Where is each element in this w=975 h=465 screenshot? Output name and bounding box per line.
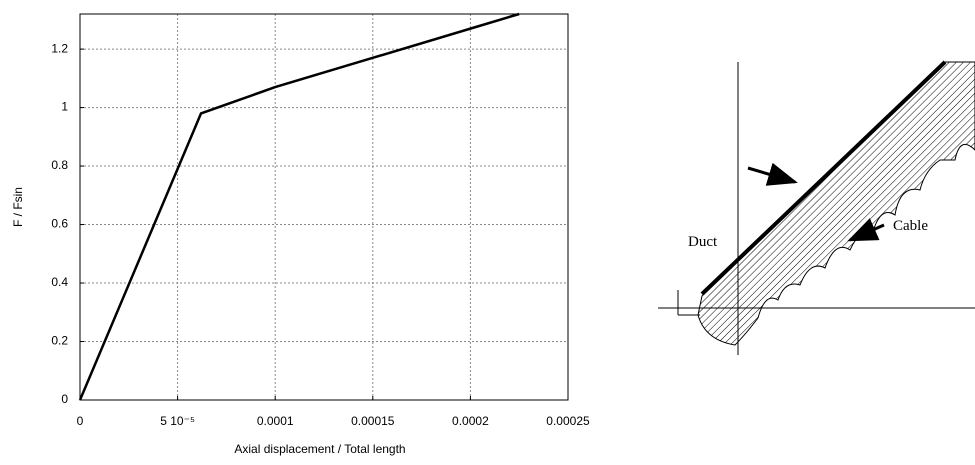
x-tick-label: 0 bbox=[77, 414, 84, 428]
diagram: Duct Cable bbox=[658, 60, 975, 355]
y-axis-label: F / Fsin bbox=[11, 187, 25, 227]
y-tick-label: 0.4 bbox=[51, 275, 68, 289]
duct-label: Duct bbox=[688, 234, 718, 250]
y-tick-label: 0 bbox=[61, 392, 68, 406]
cable-label: Cable bbox=[893, 218, 928, 234]
y-tick-label: 1 bbox=[61, 100, 68, 114]
cable-section bbox=[697, 61, 975, 346]
x-axis-label: Axial displacement / Total length bbox=[234, 442, 405, 456]
data-line bbox=[78, 12, 520, 401]
duct-arrow bbox=[747, 162, 798, 186]
y-tick-label: 0.6 bbox=[51, 217, 68, 231]
y-tick-label: 1.2 bbox=[51, 41, 68, 55]
cable-arrow bbox=[847, 218, 885, 242]
x-tick-label: 0.00015 bbox=[351, 414, 395, 428]
y-tick-label: 0.8 bbox=[51, 158, 68, 172]
plot-frame bbox=[79, 13, 569, 401]
chart: 0 0.2 0.4 0.6 0.8 1 1.2 0 5 10⁻⁵ 0.0001 0.00015 0.0… bbox=[51, 12, 590, 428]
x-tick-label: 0.00025 bbox=[546, 414, 590, 428]
y-tick-label: 0.2 bbox=[51, 334, 68, 348]
x-tick-label: 0.0002 bbox=[452, 414, 489, 428]
duct-wall bbox=[700, 60, 947, 296]
x-tick-label: 0.0001 bbox=[257, 414, 294, 428]
x-tick-label: 5 10⁻⁵ bbox=[160, 414, 195, 428]
